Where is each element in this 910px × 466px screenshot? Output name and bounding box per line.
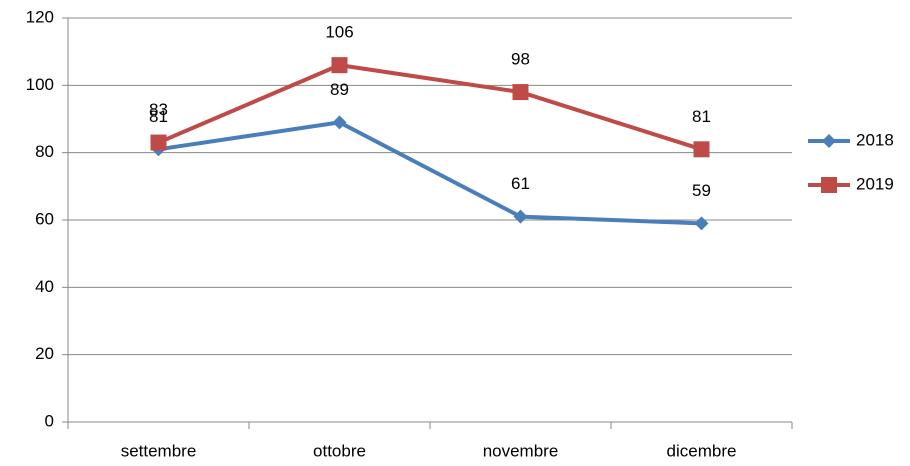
data-label: 59 <box>692 181 711 200</box>
data-label: 61 <box>511 174 530 193</box>
data-label: 89 <box>330 80 349 99</box>
data-label: 98 <box>511 50 530 69</box>
point-marker <box>693 141 710 158</box>
point-marker <box>512 84 529 101</box>
x-tick-label: settembre <box>121 441 197 460</box>
series-line <box>157 63 703 152</box>
y-tick-label: 40 <box>35 277 54 296</box>
data-label: 81 <box>149 107 168 126</box>
point-marker <box>332 115 347 130</box>
data-label: 81 <box>692 107 711 126</box>
point-marker <box>331 57 348 74</box>
y-tick-label: 100 <box>26 75 54 94</box>
legend-marker <box>822 134 836 148</box>
legend-marker <box>821 177 837 193</box>
legend-label: 2018 <box>856 130 894 149</box>
series-line <box>158 120 702 226</box>
point-marker <box>513 209 528 224</box>
y-tick-label: 120 <box>26 7 54 26</box>
legend-label: 2019 <box>856 174 894 193</box>
x-tick-label: ottobre <box>313 441 366 460</box>
y-tick-label: 60 <box>35 209 54 228</box>
x-tick-label: novembre <box>483 441 559 460</box>
point-marker <box>150 134 167 151</box>
y-tick-label: 20 <box>35 344 54 363</box>
y-tick-label: 80 <box>35 142 54 161</box>
data-label: 83 <box>149 100 168 119</box>
point-marker <box>694 216 709 231</box>
y-tick-label: 0 <box>45 411 54 430</box>
data-label: 106 <box>325 23 353 42</box>
x-tick-label: dicembre <box>667 441 737 460</box>
